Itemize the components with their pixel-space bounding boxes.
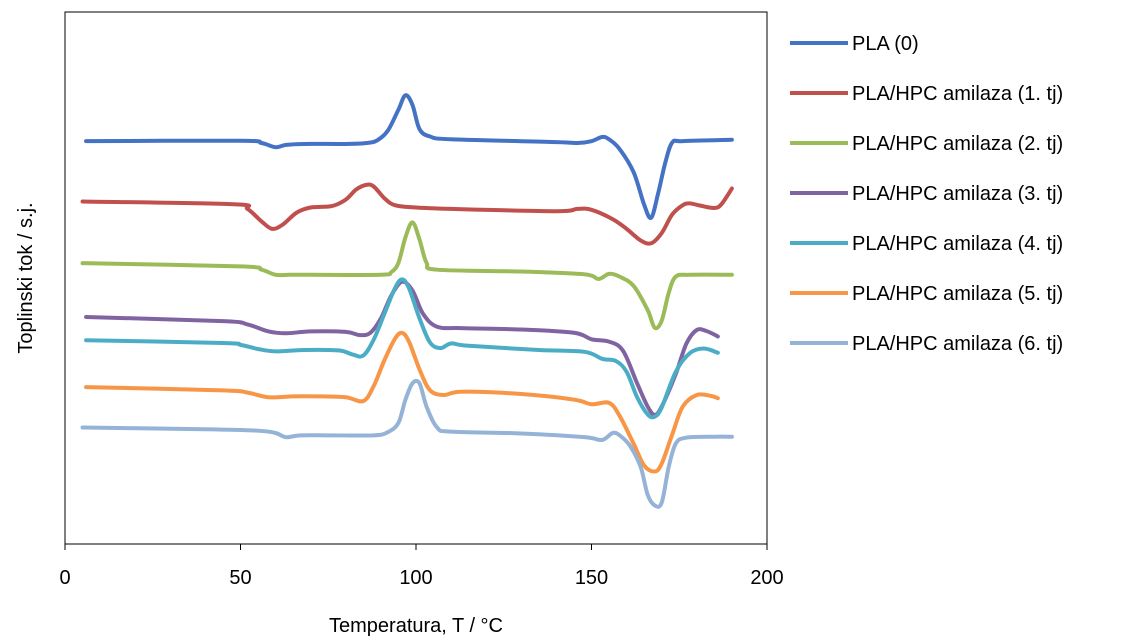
legend-item: PLA/HPC amilaza (6. tj)	[790, 333, 1063, 355]
legend-label: PLA (0)	[852, 33, 919, 55]
x-axis-label: Temperatura, T / °C	[329, 615, 503, 637]
y-axis-label: Toplinski tok / s.j.	[15, 202, 37, 353]
series-line-5	[84, 277, 720, 420]
series-line-1	[84, 93, 734, 221]
legend-label: PLA/HPC amilaza (1. tj)	[852, 83, 1063, 105]
x-tick-label: 150	[575, 567, 608, 589]
legend-item: PLA/HPC amilaza (4. tj)	[790, 233, 1063, 255]
series-line-7	[80, 378, 734, 509]
series-lines	[80, 93, 734, 509]
legend-label: PLA/HPC amilaza (5. tj)	[852, 283, 1063, 305]
legend-label: PLA/HPC amilaza (2. tj)	[852, 133, 1063, 155]
legend-label: PLA/HPC amilaza (6. tj)	[852, 333, 1063, 355]
series-line-2	[80, 182, 734, 246]
legend-label: PLA/HPC amilaza (3. tj)	[852, 183, 1063, 205]
x-tick-label: 0	[59, 567, 70, 589]
series-line-6	[84, 330, 720, 474]
x-tick-label: 100	[399, 567, 432, 589]
x-tick-label: 50	[229, 567, 251, 589]
legend-label: PLA/HPC amilaza (4. tj)	[852, 233, 1063, 255]
series-line-3	[80, 220, 734, 331]
x-axis-ticks: 0 50 100 150 200	[59, 544, 784, 589]
legend-item: PLA (0)	[790, 33, 919, 55]
legend-item: PLA/HPC amilaza (1. tj)	[790, 83, 1063, 105]
legend-item: PLA/HPC amilaza (3. tj)	[790, 183, 1063, 205]
legend-item: PLA/HPC amilaza (2. tj)	[790, 133, 1063, 155]
legend: PLA (0) PLA/HPC amilaza (1. tj) PLA/HPC am…	[790, 33, 1063, 355]
legend-item: PLA/HPC amilaza (5. tj)	[790, 283, 1063, 305]
x-tick-label: 200	[750, 567, 783, 589]
